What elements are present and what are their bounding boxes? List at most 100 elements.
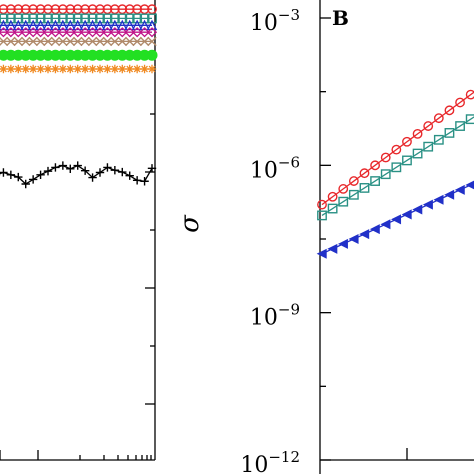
data-point: [370, 176, 381, 186]
data-point: [13, 27, 24, 38]
data-point: [102, 19, 113, 31]
data-point: [370, 160, 381, 171]
data-point: [20, 19, 31, 31]
data-point: [132, 13, 143, 24]
data-point: [147, 164, 157, 173]
data-point: [109, 27, 120, 38]
data-point: [359, 168, 370, 179]
data-point: [35, 4, 46, 15]
data-point: [103, 163, 112, 172]
data-point: [125, 64, 134, 74]
data-point: [139, 27, 150, 38]
data-point: [5, 4, 16, 15]
data-point: [380, 219, 391, 230]
data-point: [132, 64, 142, 74]
data-point: [327, 243, 338, 254]
data-point: [20, 13, 31, 24]
data-point: [110, 166, 120, 175]
data-point: [14, 64, 23, 74]
data-point: [80, 36, 90, 47]
data-point: [94, 19, 106, 31]
data-point: [42, 27, 54, 38]
y-tick-label: 10−9: [250, 301, 300, 331]
panel-b-series: [316, 89, 474, 259]
data-point: [391, 162, 402, 173]
data-point: [95, 4, 105, 15]
data-point: [369, 224, 380, 235]
data-point: [50, 36, 61, 47]
data-point: [412, 148, 423, 159]
data-point: [13, 19, 24, 31]
data-point: [454, 184, 465, 195]
data-point: [147, 4, 157, 15]
data-point: [132, 27, 143, 38]
data-point: [43, 36, 53, 47]
data-point: [87, 27, 98, 38]
data-point: [117, 27, 128, 38]
data-point: [125, 36, 135, 47]
data-point: [109, 13, 120, 24]
data-point: [359, 229, 370, 240]
data-point: [5, 13, 16, 24]
data-point: [66, 164, 75, 174]
data-point: [465, 89, 474, 100]
data-point: [109, 19, 121, 31]
data-point: [36, 64, 45, 74]
y-tick-label-exponent: −12: [268, 448, 300, 466]
data-point: [73, 36, 83, 47]
data-point: [28, 64, 38, 74]
data-point: [50, 4, 61, 15]
data-point: [35, 13, 46, 24]
data-point: [337, 238, 348, 249]
data-point: [132, 36, 142, 47]
data-point: [20, 4, 31, 15]
data-point: [117, 13, 128, 24]
left-series-triangle: [0, 19, 158, 31]
data-point: [359, 183, 370, 193]
data-point: [465, 180, 474, 190]
data-point: [348, 189, 359, 200]
left-panel-y-ticks: [145, 55, 155, 405]
data-point: [5, 27, 16, 38]
left-series-diamond: [0, 27, 158, 38]
data-point: [117, 19, 128, 31]
data-point: [338, 184, 349, 194]
panel-b-series-square: [317, 114, 474, 221]
data-point: [95, 36, 105, 47]
data-point: [6, 170, 16, 179]
left-panel-series: [0, 4, 158, 189]
data-point: [0, 27, 9, 38]
data-point: [57, 19, 69, 31]
left-series-plus: [0, 161, 157, 189]
data-point: [118, 167, 127, 177]
data-point: [87, 36, 98, 47]
data-point: [433, 134, 444, 145]
data-point: [338, 196, 349, 207]
y-tick-label-base: 10: [250, 158, 278, 183]
data-point: [146, 27, 158, 38]
data-point: [35, 36, 46, 47]
data-point: [124, 4, 135, 15]
data-point: [380, 152, 391, 163]
y-tick-label: 10−6: [250, 153, 300, 183]
data-point: [73, 161, 82, 170]
y-tick-label-base: 10: [250, 306, 278, 331]
data-point: [444, 105, 455, 116]
data-point: [50, 27, 61, 38]
left-series-line: [0, 164, 153, 185]
data-point: [13, 36, 23, 47]
data-point: [72, 27, 83, 38]
data-point: [110, 36, 120, 47]
panel-b: B σ 10−310−610−910−12: [175, 0, 474, 474]
data-point: [117, 4, 128, 15]
data-point: [316, 248, 327, 259]
data-point: [110, 64, 120, 74]
data-point: [65, 27, 76, 38]
data-point: [380, 169, 391, 180]
data-point: [72, 19, 83, 31]
data-point: [51, 64, 60, 74]
data-point: [146, 49, 158, 61]
data-point: [58, 64, 68, 74]
data-point: [50, 19, 61, 31]
